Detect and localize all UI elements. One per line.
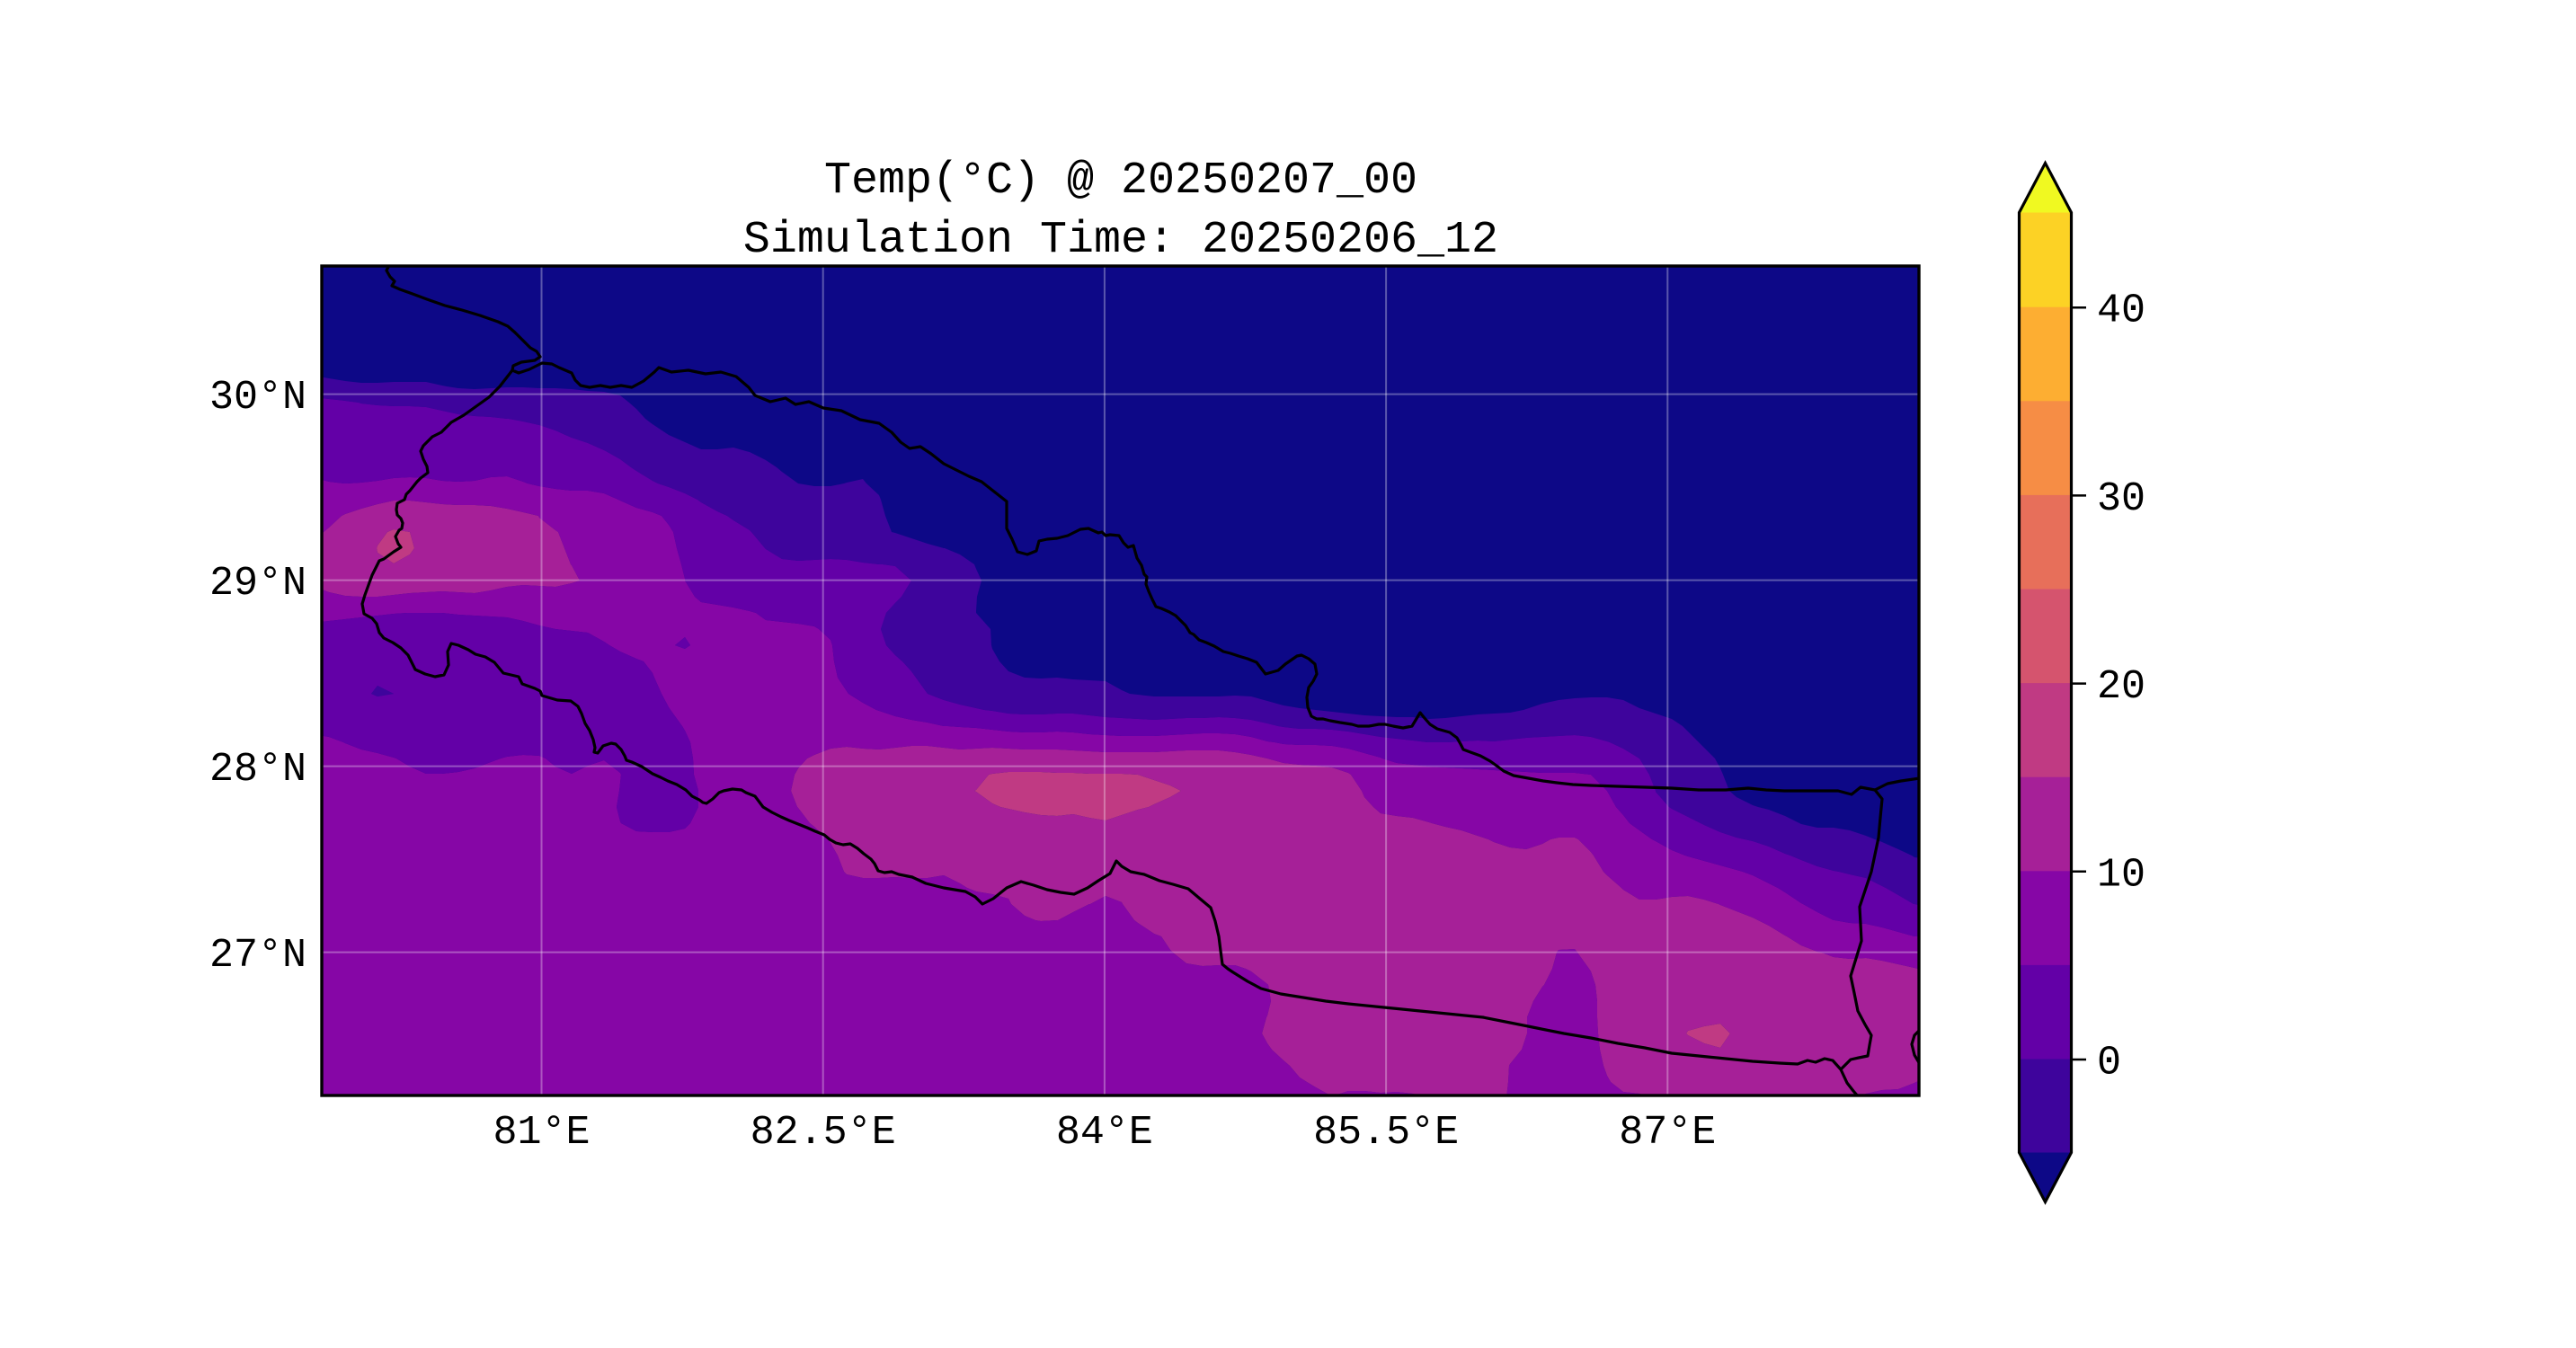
svg-text:Simulation Time: 20250206_12: Simulation Time: 20250206_12 <box>743 215 1498 266</box>
svg-text:27°N: 27°N <box>209 933 306 979</box>
svg-text:30: 30 <box>2097 476 2145 522</box>
svg-text:81°E: 81°E <box>493 1110 590 1156</box>
svg-text:87°E: 87°E <box>1619 1110 1716 1156</box>
svg-text:10: 10 <box>2097 852 2145 898</box>
svg-text:0: 0 <box>2097 1041 2121 1086</box>
svg-text:20: 20 <box>2097 664 2145 710</box>
svg-text:40: 40 <box>2097 288 2145 334</box>
svg-text:29°N: 29°N <box>209 561 306 607</box>
svg-text:30°N: 30°N <box>209 375 306 421</box>
svg-text:84°E: 84°E <box>1056 1110 1153 1156</box>
svg-text:82.5°E: 82.5°E <box>751 1110 896 1156</box>
svg-text:85.5°E: 85.5°E <box>1313 1110 1459 1156</box>
svg-text:Temp(°C) @ 20250207_00: Temp(°C) @ 20250207_00 <box>824 155 1417 207</box>
svg-text:28°N: 28°N <box>209 747 306 793</box>
